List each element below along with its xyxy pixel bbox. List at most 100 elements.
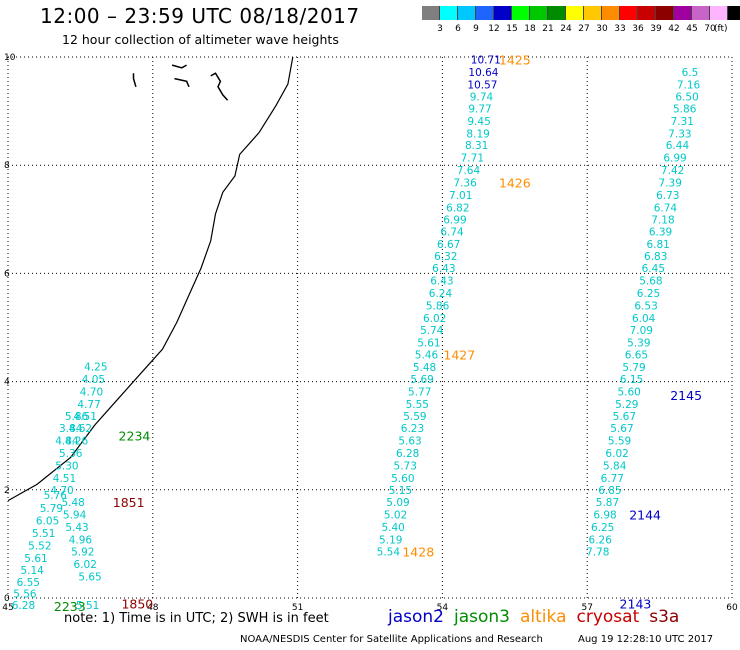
wave-height-value: 5.15 <box>389 485 412 497</box>
wave-height-value: 6.98 <box>593 510 616 522</box>
wave-height-value: 5.84 <box>603 460 627 472</box>
wave-height-value: 6.24 <box>429 288 453 300</box>
wave-height-value: 5.51 <box>32 528 55 540</box>
wave-height-value: 6.02 <box>74 559 97 571</box>
color-scale-label: 6 <box>455 24 461 34</box>
wave-height-value: 6.04 <box>632 313 656 325</box>
wave-height-value: 7.31 <box>671 116 694 128</box>
island-outline <box>210 72 229 101</box>
color-swatch <box>476 6 494 20</box>
wave-height-value: 5.79 <box>40 503 63 515</box>
wave-height-value: 6.25 <box>637 288 660 300</box>
color-scale-label: 12 <box>488 24 500 34</box>
color-swatch <box>584 6 602 20</box>
x-tick-label: 57 <box>581 603 592 613</box>
color-swatch <box>458 6 476 20</box>
wave-height-value: 5.73 <box>394 460 417 472</box>
wave-height-value: 4.25 <box>84 361 107 373</box>
wave-height-value: 5.14 <box>20 565 44 577</box>
wave-height-value: 4.84 <box>55 436 79 448</box>
pass-time-label: 1427 <box>443 348 475 363</box>
wave-height-value: 6.23 <box>401 423 424 435</box>
color-scale-label: 45 <box>686 24 698 34</box>
color-swatch <box>548 6 566 20</box>
pass-time-label: 1425 <box>499 53 531 68</box>
color-scale-label: 70 <box>704 24 716 34</box>
wave-height-value: 5.48 <box>413 362 436 374</box>
y-tick-label: 2 <box>4 486 10 496</box>
wave-height-value: 5.87 <box>596 497 619 509</box>
color-scale-unit: (ft) <box>714 24 728 34</box>
wave-height-value: 5.86 <box>673 103 697 115</box>
wave-height-value: 6.83 <box>644 251 667 263</box>
wave-height-value: 6.73 <box>656 190 679 202</box>
wave-height-value: 6.15 <box>620 374 643 386</box>
wave-height-value: 7.42 <box>661 165 684 177</box>
wave-height-value: 5.39 <box>627 338 650 350</box>
x-tick-label: 48 <box>147 603 159 613</box>
wave-height-value: 8.31 <box>465 140 488 152</box>
color-scale-label: 27 <box>578 24 590 34</box>
color-scale-label: 21 <box>542 24 554 34</box>
pass-time-label: 2143 <box>620 596 652 611</box>
wave-height-value: 5.68 <box>639 275 662 287</box>
wave-height-value: 5.76 <box>44 490 68 502</box>
wave-height-value: 6.26 <box>589 535 613 547</box>
wave-height-value: 6.65 <box>625 350 648 362</box>
color-scale-label: 18 <box>524 24 536 34</box>
wave-height-value: 5.36 <box>59 448 83 460</box>
color-swatch <box>710 6 728 20</box>
color-scale-label: 24 <box>560 24 572 34</box>
color-swatch <box>674 6 692 20</box>
wave-height-value: 5.61 <box>24 553 47 565</box>
wave-height-value: 6.50 <box>675 91 698 103</box>
wave-height-value: 5.55 <box>406 399 429 411</box>
y-tick-label: 4 <box>4 378 10 388</box>
wave-height-value: 9.74 <box>470 91 494 103</box>
wave-height-value: 6.55 <box>17 577 40 589</box>
wave-height-value: 5.51 <box>76 600 99 612</box>
wave-height-value: 5.67 <box>613 411 636 423</box>
wave-height-value: 6.5 <box>682 67 699 79</box>
chart-subtitle: 12 hour collection of altimeter wave hei… <box>62 32 339 47</box>
pass-time-label: 1428 <box>402 544 434 559</box>
footer-note: note: 1) Time is in UTC; 2) SWH is in fe… <box>64 611 329 626</box>
wave-height-value: 7.16 <box>677 80 701 92</box>
color-scale-label: 33 <box>614 24 626 34</box>
wave-height-value: 5.79 <box>622 362 645 374</box>
color-scale-label: 3 <box>437 24 443 34</box>
color-swatch <box>638 6 656 20</box>
wave-height-value: 6.39 <box>649 227 672 239</box>
wave-height-value: 6.25 <box>591 522 614 534</box>
island-outline <box>132 73 137 88</box>
coastline <box>7 56 294 502</box>
wave-height-value: 10.57 <box>467 80 497 92</box>
wave-height-value: 4.51 <box>74 411 97 423</box>
wave-height-value: 5.29 <box>615 399 638 411</box>
wave-height-value: 5.40 <box>381 522 404 534</box>
wave-height-value: 6.28 <box>396 448 419 460</box>
chart-title: 12:00 – 23:59 UTC 08/18/2017 <box>40 4 360 28</box>
wave-height-value: 4.70 <box>80 386 103 398</box>
wave-height-value: 6.45 <box>642 263 665 275</box>
satellite-legend-s3a: s3a <box>649 607 680 627</box>
color-swatch <box>440 6 458 20</box>
color-swatch <box>728 6 740 20</box>
wave-height-value: 3.84 <box>59 423 83 435</box>
color-scale-label: 15 <box>506 24 518 34</box>
color-scale-label: 39 <box>650 24 662 34</box>
color-scale-label: 42 <box>668 24 680 34</box>
wave-height-value: 5.61 <box>417 338 440 350</box>
wave-height-value: 8.19 <box>466 128 489 140</box>
wave-height-value: 6.44 <box>666 140 690 152</box>
generated-timestamp: Aug 19 12:28:10 UTC 2017 <box>578 634 714 645</box>
wave-height-value: 7.18 <box>651 214 674 226</box>
wave-height-value: 5.69 <box>410 374 433 386</box>
wave-height-value: 6.02 <box>423 313 446 325</box>
wave-height-value: 7.36 <box>453 178 477 190</box>
pass-time-label: 1850 <box>121 596 153 611</box>
wave-height-value: 6.82 <box>446 202 469 214</box>
pass-time-label: 1426 <box>499 176 531 191</box>
wave-height-value: 6.53 <box>634 300 657 312</box>
